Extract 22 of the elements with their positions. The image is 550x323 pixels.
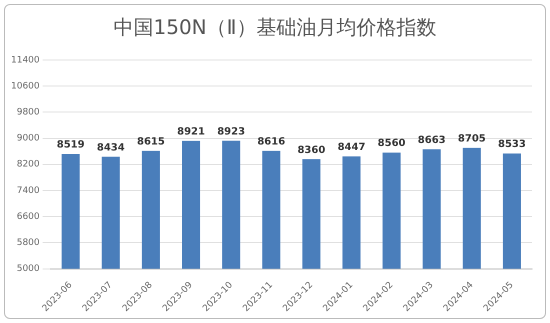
y-tick-label: 7400 [16,186,40,196]
y-tick-label: 5000 [16,264,40,274]
y-tick-label: 5800 [16,238,40,248]
y-tick-label: 8200 [16,160,40,170]
y-tick-label: 11400 [10,55,40,66]
data-label: 8434 [96,142,125,154]
data-label: 8705 [458,134,486,145]
data-label: 8616 [257,136,286,148]
data-label: 8360 [297,144,326,156]
data-label: 8923 [217,126,246,138]
data-label: 8533 [498,139,526,150]
y-tick-label: 6600 [16,212,40,222]
data-label: 8519 [56,140,85,151]
data-label: 8921 [177,126,205,138]
chart-title: 中国150N（Ⅱ）基础油月均价格指数 [112,14,438,41]
data-label: 8615 [136,136,165,148]
y-tick-label: 10600 [10,81,40,92]
data-label: 8663 [418,134,446,146]
y-tick-label: 9000 [16,134,40,144]
data-label: 8560 [378,138,406,150]
data-label: 8447 [338,142,366,153]
y-tick-label: 9800 [16,108,40,118]
